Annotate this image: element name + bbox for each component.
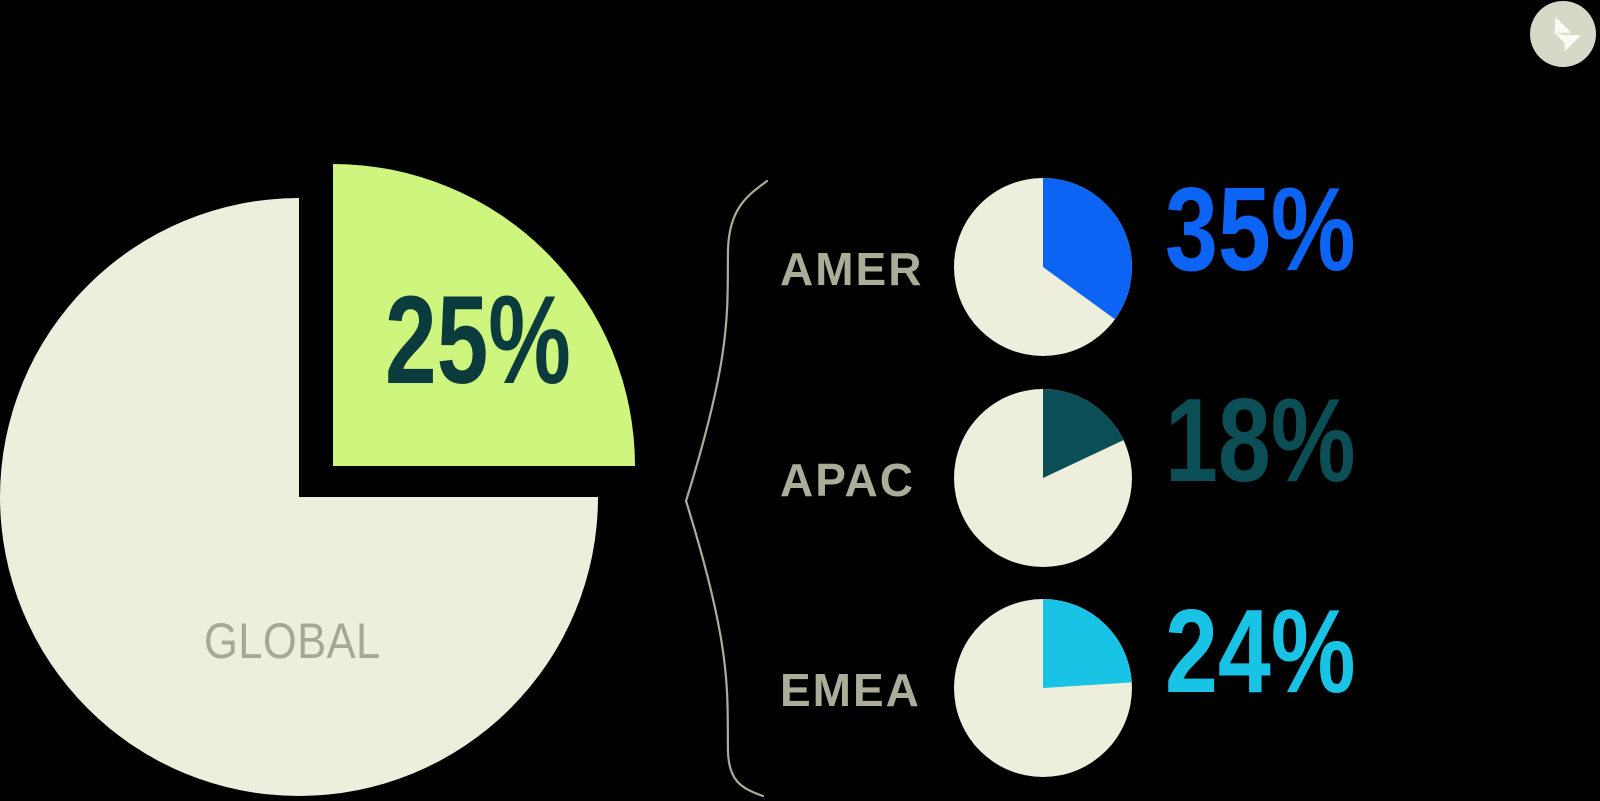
svg-text:35%: 35% — [1165, 162, 1356, 296]
svg-text:EMEA: EMEA — [780, 664, 921, 716]
svg-text:APAC: APAC — [780, 454, 915, 506]
svg-text:GLOBAL: GLOBAL — [204, 613, 381, 668]
svg-text:24%: 24% — [1165, 584, 1356, 718]
svg-text:AMER: AMER — [780, 243, 923, 295]
svg-text:18%: 18% — [1165, 373, 1356, 507]
svg-text:25%: 25% — [385, 271, 571, 411]
